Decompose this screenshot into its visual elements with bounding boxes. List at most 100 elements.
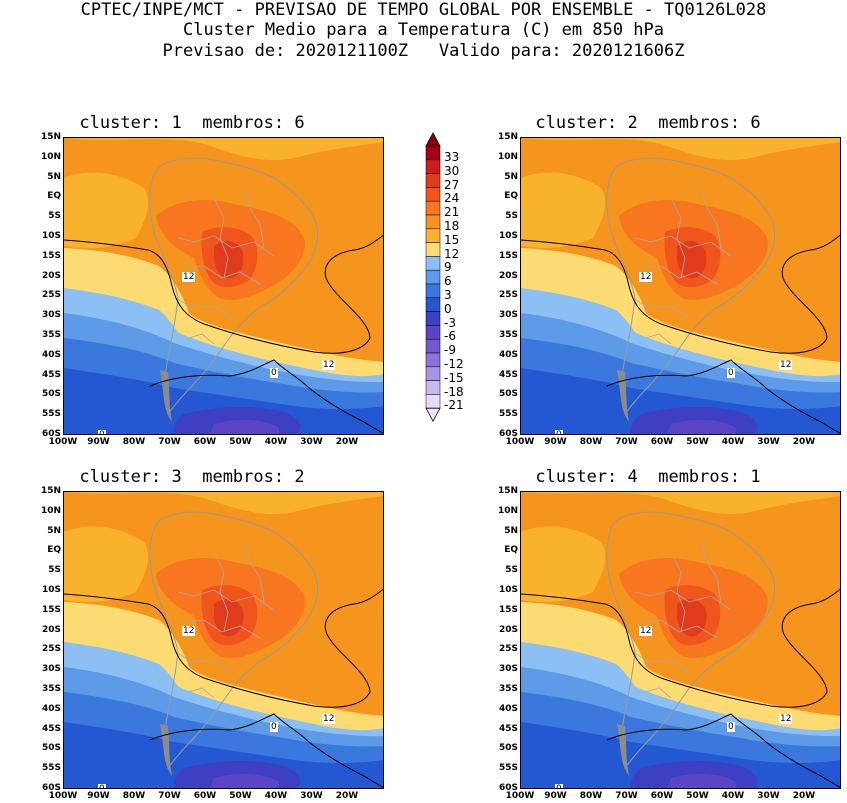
lon-tick-label: 40W <box>264 791 288 801</box>
contour-label-12: 12 <box>639 272 653 282</box>
colorbar-swatch <box>425 366 441 381</box>
lat-tick-label: 15S <box>41 604 61 615</box>
colorbar-label: 33 <box>444 150 460 164</box>
contour-label-12: 12 <box>639 626 653 636</box>
lat-tick-label: 15S <box>41 250 61 261</box>
lat-tick-label: 40S <box>498 703 518 714</box>
lon-tick-label: 100W <box>505 437 535 447</box>
lon-tick-label: 100W <box>48 791 78 801</box>
contour-label-0: 0 <box>270 722 278 732</box>
lat-tick-label: 55S <box>498 763 518 774</box>
lon-tick-label: 90W <box>87 437 110 447</box>
lon-tick-label: 90W <box>87 791 110 801</box>
map-panel: 12 12 0 0 <box>520 491 841 789</box>
colorbar-label: 18 <box>444 219 460 233</box>
lat-tick-label: 25S <box>41 644 61 655</box>
colorbar-label: 24 <box>444 191 460 206</box>
lat-tick-label: 20S <box>41 270 61 281</box>
lat-tick-label: 40S <box>498 349 518 360</box>
temperature-core <box>214 241 244 279</box>
colorbar-label: -3 <box>444 315 456 330</box>
country-border <box>632 651 690 673</box>
lat-tick-label: 45S <box>41 723 61 734</box>
contour-label-12: 12 <box>322 714 336 724</box>
colorbar-label: 3 <box>444 288 452 302</box>
contour-label-12: 12 <box>322 360 336 370</box>
lon-tick-label: 70W <box>615 791 638 801</box>
lon-tick-label: 60W <box>650 437 674 447</box>
lat-tick-label: 5S <box>48 565 61 576</box>
panel-title: cluster: 3 membros: 2 <box>79 467 305 487</box>
country-border <box>188 687 215 699</box>
subtitle-dates: Previsao de: 2020121100Z Valido para: 20… <box>162 41 685 61</box>
lon-tick-label: 30W <box>757 791 780 801</box>
lon-tick-label: 30W <box>300 437 323 447</box>
country-border <box>185 619 261 639</box>
lat-tick-label: EQ <box>47 545 61 556</box>
lat-tick-label: 55S <box>41 409 61 420</box>
lon-tick-label: 60W <box>650 791 674 801</box>
lat-tick-label: 55S <box>498 409 518 420</box>
lat-tick-label: 10S <box>41 231 61 241</box>
lon-tick-label: 40W <box>721 437 745 447</box>
colorbar-label: 15 <box>444 232 460 247</box>
country-border <box>175 297 233 319</box>
colorbar-swatch <box>425 173 441 188</box>
lon-tick-label: 20W <box>335 437 359 447</box>
country-border <box>642 619 718 639</box>
contour-12 <box>521 234 840 354</box>
lat-tick-label: 50S <box>498 389 518 400</box>
country-border <box>634 235 732 257</box>
lat-tick-label: 60S <box>498 783 518 793</box>
colorbar-label: 6 <box>444 274 452 289</box>
country-border <box>243 541 265 603</box>
lat-tick-label: 25S <box>498 644 518 655</box>
contour-label-12: 12 <box>182 272 196 282</box>
colorbar-label: -18 <box>444 384 464 399</box>
country-border <box>177 589 275 611</box>
colorbar-label: 9 <box>444 260 452 275</box>
lon-tick-label: 20W <box>792 437 816 447</box>
lat-tick-label: 25S <box>498 290 518 301</box>
coastline <box>149 511 318 770</box>
lat-tick-label: 20S <box>498 270 518 281</box>
lat-tick-label: 30S <box>498 310 518 321</box>
lat-tick-label: 10N <box>497 151 518 162</box>
country-border <box>700 541 722 603</box>
country-border <box>645 687 672 699</box>
colorbar-label: -12 <box>444 357 464 371</box>
lon-tick-label: 60W <box>193 437 217 447</box>
colorbar-swatch <box>425 187 441 202</box>
lat-tick-label: 35S <box>498 330 518 340</box>
lat-tick-label: EQ <box>47 191 61 202</box>
colorbar-label: 12 <box>444 246 460 261</box>
lon-tick-label: 30W <box>300 791 323 801</box>
lat-tick-label: 10S <box>41 585 61 595</box>
subtitle-variable: Cluster Medio para a Temperatura (C) em … <box>182 20 665 40</box>
lat-tick-label: 15S <box>498 604 518 615</box>
colorbar-label: 0 <box>444 301 452 316</box>
lon-tick-label: 50W <box>686 791 709 801</box>
colorbar-swatch <box>425 338 441 354</box>
lat-tick-label: 35S <box>41 330 61 340</box>
lat-tick-label: 60S <box>41 429 61 439</box>
map-canvas <box>521 138 840 434</box>
colorbar-label: -21 <box>444 398 464 413</box>
lat-tick-label: 35S <box>498 684 518 694</box>
lon-tick-label: 80W <box>579 437 603 447</box>
country-border <box>213 551 229 633</box>
temperature-band <box>521 492 840 514</box>
lon-tick-label: 20W <box>792 791 816 801</box>
map-panel: 12 12 0 0 <box>63 137 384 435</box>
lat-tick-label: 40S <box>41 349 61 360</box>
colorbar-swatch <box>425 297 441 312</box>
colorbar-label: -9 <box>444 343 456 358</box>
lat-tick-label: 50S <box>41 743 61 754</box>
colorbar-label: 27 <box>444 177 460 192</box>
lat-tick-label: 30S <box>498 664 518 675</box>
colorbar-label: 21 <box>444 205 460 220</box>
lat-tick-label: 5N <box>47 171 61 182</box>
country-border <box>188 333 215 345</box>
lon-tick-label: 90W <box>544 437 567 447</box>
map-canvas <box>64 138 383 434</box>
